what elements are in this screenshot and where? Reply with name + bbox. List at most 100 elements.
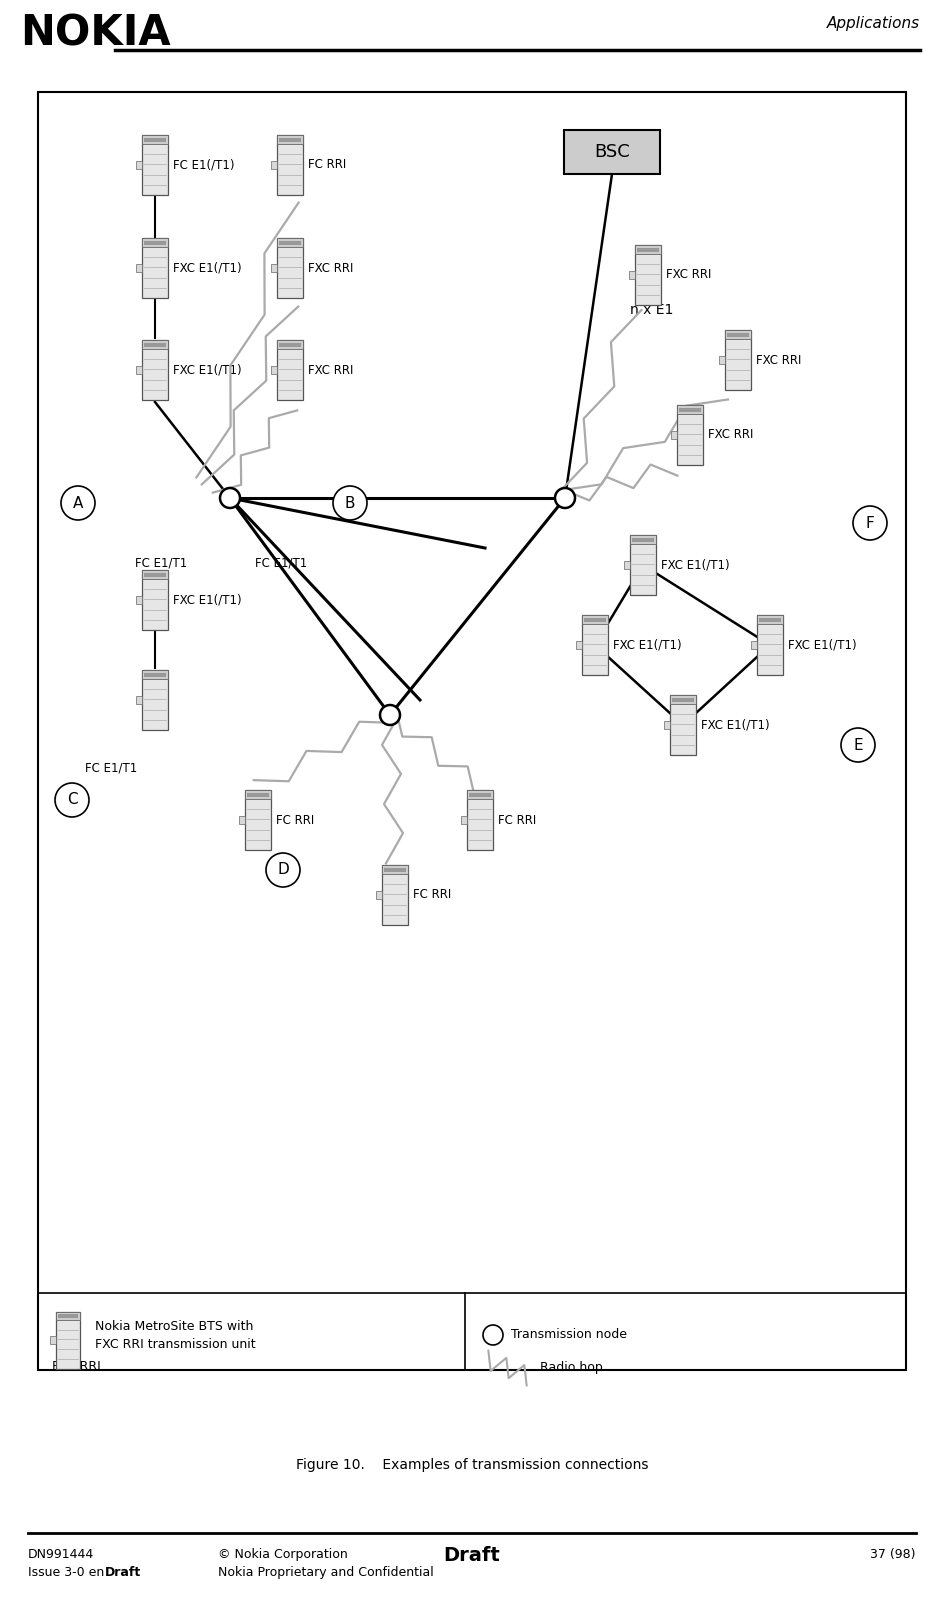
Text: FXC E1(/T1): FXC E1(/T1) [701,719,769,731]
Bar [757,615,783,676]
Text: Issue 3-0 en: Issue 3-0 en [28,1567,109,1579]
Bar [624,561,630,569]
Text: FXC E1(/T1): FXC E1(/T1) [613,639,682,652]
Bar [58,1314,78,1318]
Text: C: C [67,792,77,808]
Text: F: F [866,516,874,530]
Bar [279,137,301,142]
Bar [277,340,303,350]
Bar [727,334,749,337]
Bar [142,340,168,350]
Bar [637,248,659,252]
Bar [142,136,168,195]
Bar [679,407,701,412]
Text: FXC RRI: FXC RRI [308,262,353,275]
Bar [136,596,142,604]
Bar [142,671,168,730]
Bar [142,570,168,629]
Circle shape [555,489,575,508]
Bar [142,238,168,299]
Circle shape [841,728,875,762]
Bar [144,137,166,142]
Text: BSC: BSC [594,144,630,161]
Text: FXC E1(/T1): FXC E1(/T1) [173,262,242,275]
Bar [630,535,656,545]
Text: FXC RRI transmission unit: FXC RRI transmission unit [95,1338,256,1351]
Circle shape [55,783,89,818]
Circle shape [853,506,887,540]
Bar [469,794,491,797]
Text: Applications: Applications [827,16,920,30]
Bar [50,1337,56,1343]
Bar [271,161,277,169]
Bar [136,161,142,169]
Text: NOKIA: NOKIA [20,13,171,54]
Text: Draft: Draft [444,1546,500,1565]
Bar [582,615,608,624]
Bar [719,356,725,364]
Bar [629,271,635,279]
Text: FXC RRI: FXC RRI [708,428,753,441]
Circle shape [333,485,367,521]
Bar [664,720,670,728]
Bar [376,891,382,899]
Bar [757,615,783,624]
Bar [271,264,277,271]
Bar [277,238,303,299]
Text: B: B [345,495,355,511]
Bar [677,406,703,465]
Bar [467,791,493,850]
Bar [576,640,582,648]
Text: Figure 10.    Examples of transmission connections: Figure 10. Examples of transmission conn… [295,1458,649,1472]
Bar [247,794,269,797]
Bar [382,866,408,925]
Bar [467,791,493,798]
Bar [384,869,406,872]
Bar [271,366,277,374]
Bar [677,406,703,414]
Bar [461,816,467,824]
Bar [671,431,677,439]
Bar [725,331,751,339]
Text: D: D [278,862,289,877]
Text: FC E1(/T1): FC E1(/T1) [173,158,234,171]
Circle shape [220,489,240,508]
Bar [582,615,608,676]
Text: DN991444: DN991444 [28,1547,94,1560]
Text: Nokia Proprietary and Confidential: Nokia Proprietary and Confidential [218,1567,433,1579]
Text: Transmission node: Transmission node [511,1329,627,1341]
Text: Draft: Draft [105,1567,142,1579]
Bar [277,136,303,195]
Text: E: E [853,738,863,752]
Bar [279,343,301,347]
Bar [759,618,781,621]
Bar [635,244,661,254]
Bar [382,866,408,874]
Bar [632,538,654,541]
Bar [38,93,906,1370]
Bar [144,241,166,244]
Bar [277,136,303,144]
Text: FXC RRI: FXC RRI [308,364,353,377]
Circle shape [61,485,95,521]
Text: FXC E1(/T1): FXC E1(/T1) [173,364,242,377]
Bar [136,696,142,704]
Bar [142,340,168,399]
Bar [672,698,694,703]
Bar [725,331,751,390]
Bar [142,136,168,144]
Text: FXC E1(/T1): FXC E1(/T1) [661,559,730,572]
Text: FC E1/T1: FC E1/T1 [135,556,187,570]
Text: n x E1: n x E1 [630,303,673,316]
Text: FXC RRI: FXC RRI [52,1361,101,1373]
Bar [136,366,142,374]
Bar [136,264,142,271]
Bar [144,672,166,677]
Bar [277,340,303,399]
Text: FC RRI: FC RRI [308,158,346,171]
Text: Radio hop: Radio hop [540,1362,603,1375]
Circle shape [266,853,300,886]
Bar [277,238,303,248]
Bar [239,816,245,824]
Bar [245,791,271,798]
